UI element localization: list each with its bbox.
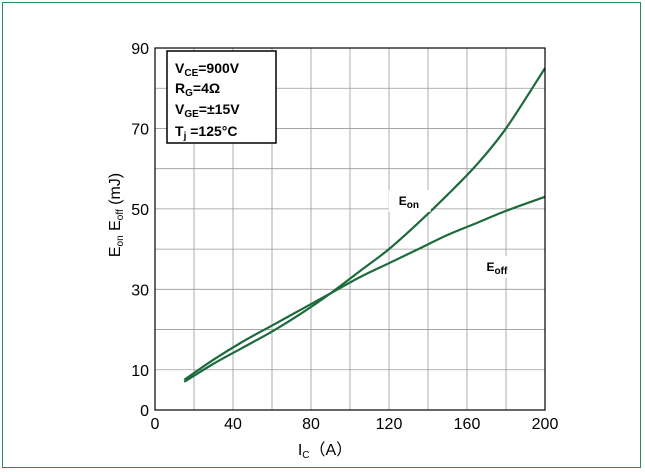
x-tick-label: 120 bbox=[376, 416, 403, 433]
condition-vce: VCE=900V bbox=[175, 60, 240, 79]
x-tick-label: 160 bbox=[454, 416, 481, 433]
x-tick-label: 0 bbox=[151, 416, 160, 433]
series-line-off bbox=[183, 195, 546, 381]
tick-labels: 0 40 80 120 160 200 0 10 30 50 70 90 bbox=[131, 41, 558, 433]
x-tick-label: 200 bbox=[532, 416, 559, 433]
y-tick-label: 10 bbox=[131, 363, 149, 380]
conditions-legend: VCE=900V RG=4Ω VGE=±15V Tj =125°C bbox=[166, 50, 277, 144]
legend-box bbox=[166, 50, 277, 144]
y-tick-label: 90 bbox=[131, 41, 149, 58]
curve-label-bg bbox=[476, 256, 519, 279]
chart-frame bbox=[2, 2, 641, 468]
x-tick-label: 80 bbox=[302, 416, 320, 433]
y-tick-label: 30 bbox=[131, 282, 149, 299]
curves bbox=[183, 67, 546, 383]
y-tick-label: 50 bbox=[131, 202, 149, 219]
series-label-off: Eoff bbox=[487, 260, 508, 277]
y-tick-label: 70 bbox=[131, 121, 149, 138]
curve-labels: Eon Eoff bbox=[388, 189, 519, 279]
y-axis-title: Eon Eoff (mJ) bbox=[107, 173, 126, 257]
y-tick-label: 0 bbox=[140, 403, 149, 420]
x-axis-title: IC（A） bbox=[298, 441, 352, 461]
condition-tj: Tj =125°C bbox=[175, 123, 237, 142]
condition-rg: RG=4Ω bbox=[175, 80, 220, 99]
series-label-on: Eon bbox=[399, 194, 419, 211]
series-line-on bbox=[183, 67, 546, 383]
curve-label-bg bbox=[388, 189, 431, 212]
plot-border bbox=[154, 47, 546, 411]
x-tick-label: 40 bbox=[224, 416, 242, 433]
condition-vge: VGE=±15V bbox=[175, 101, 240, 120]
